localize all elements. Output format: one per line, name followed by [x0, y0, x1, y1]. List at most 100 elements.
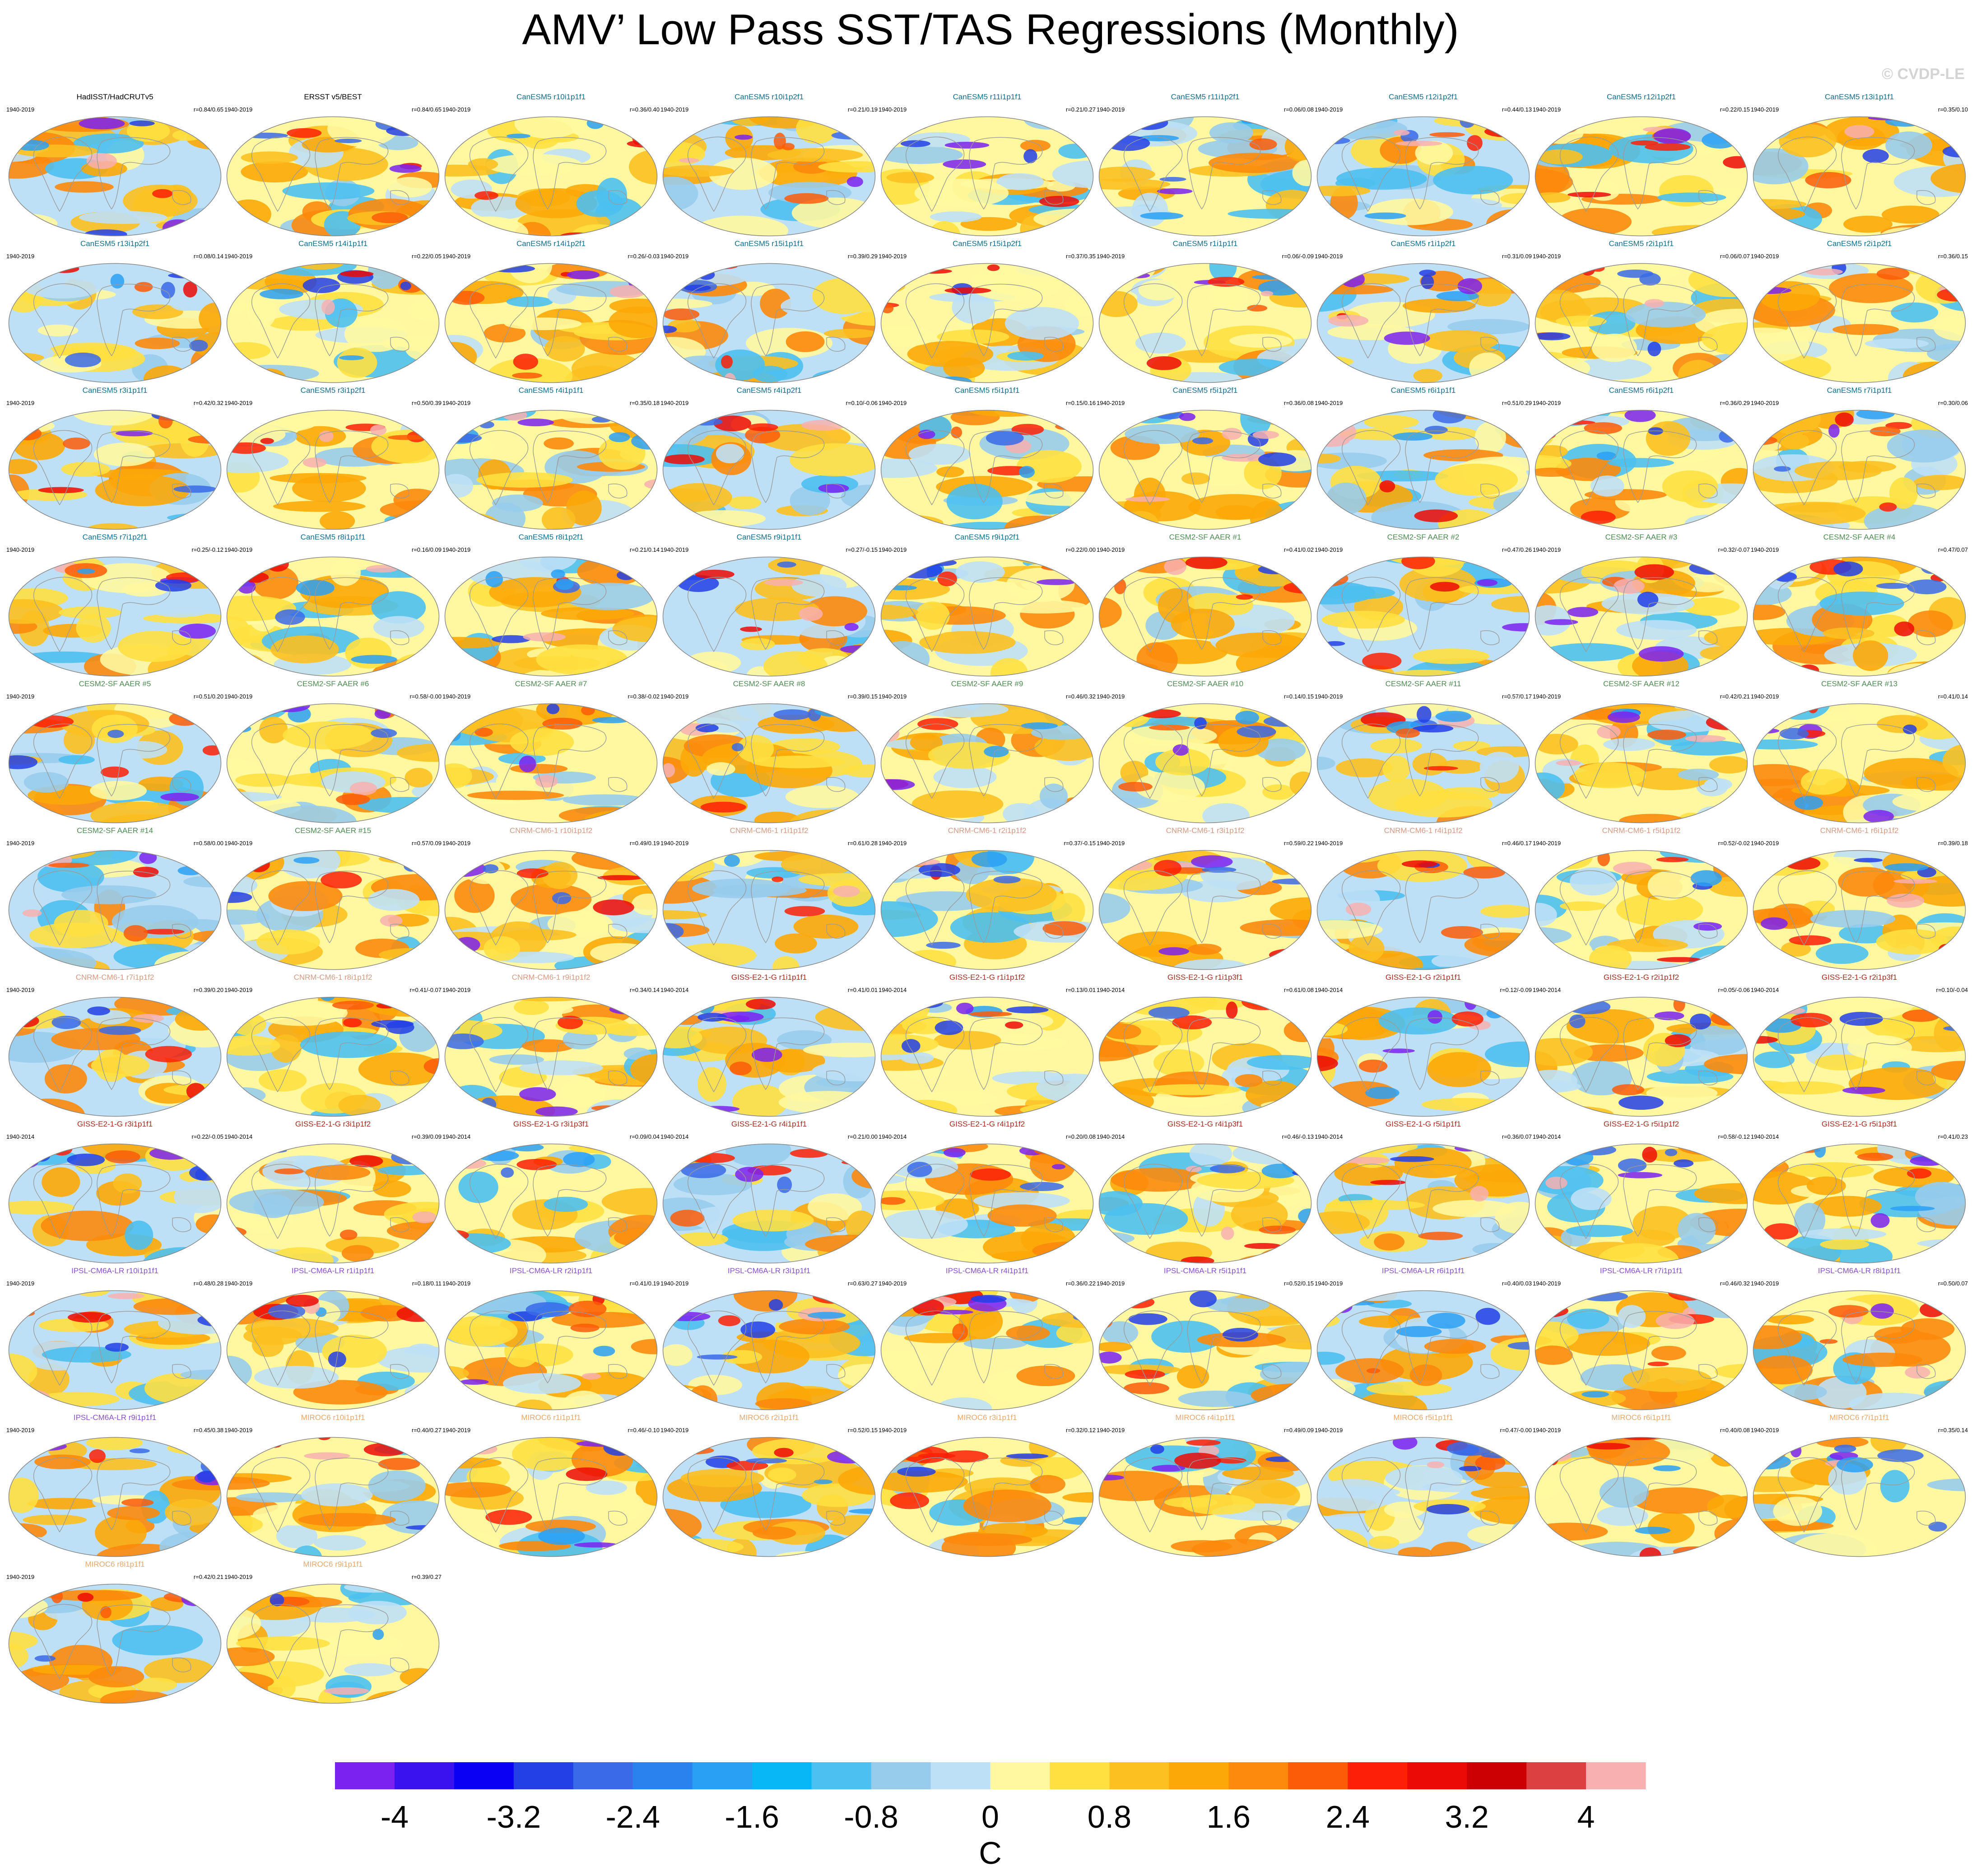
regression-map — [8, 1583, 222, 1704]
map-panel: CanESM5 r5i1p1f1 1940-2019 r=0.15/0.16 — [878, 386, 1097, 533]
panel-period: 1940-2019 — [6, 253, 35, 260]
panel-correlation: r=0.35/0.14 — [1938, 1427, 1968, 1434]
colorbar-swatch — [990, 1762, 1051, 1789]
map-panel: CanESM5 r8i1p2f1 1940-2019 r=0.21/0.14 — [442, 533, 660, 680]
panel-correlation: r=0.51/0.20 — [193, 693, 223, 700]
map-panel: MIROC6 r6i1p1f1 1940-2019 r=0.40/0.08 — [1532, 1413, 1751, 1560]
map-panel: CESM2-SF AAER #7 1940-2019 r=0.38/-0.02 — [442, 680, 660, 826]
regression-map — [662, 1143, 876, 1264]
panel-correlation: r=0.46/0.17 — [1502, 840, 1532, 847]
map-panel: MIROC6 r1i1p1f1 1940-2019 r=0.46/-0.10 — [442, 1413, 660, 1560]
colorbar-tick-label: -4 — [381, 1799, 409, 1834]
regression-map — [662, 850, 876, 970]
map-panel: CNRM-CM6-1 r7i1p1f2 1940-2019 r=0.39/0.20 — [5, 973, 224, 1120]
panel-period: 1940-2019 — [879, 253, 907, 260]
panel-correlation: r=0.37/0.35 — [1065, 253, 1096, 260]
panel-title: CanESM5 r10i1p1f1 — [516, 93, 586, 101]
colorbar-tick-label: 1.6 — [1207, 1799, 1251, 1834]
panel-title: HadISST/HadCRUTv5 — [76, 93, 153, 101]
colorbar-swatch — [454, 1762, 514, 1789]
panel-period: 1940-2019 — [1751, 1280, 1779, 1287]
colorbar-tick-label: -0.8 — [844, 1799, 898, 1834]
panel-period: 1940-2019 — [660, 400, 689, 406]
panel-grid: HadISST/HadCRUTv5 1940-2019 r=0.84/0.65 ERS… — [5, 93, 1969, 1704]
map-panel: HadISST/HadCRUTv5 1940-2019 r=0.84/0.65 — [5, 93, 224, 239]
colorbar-tick-label: 0.8 — [1088, 1799, 1131, 1834]
panel-period: 1940-2019 — [1097, 1427, 1125, 1434]
map-panel: CanESM5 r3i1p1f1 1940-2019 r=0.42/0.32 — [5, 386, 224, 533]
regression-map — [1535, 1143, 1748, 1264]
regression-map — [226, 410, 440, 530]
regression-map — [662, 1290, 876, 1410]
panel-title: CNRM-CM6-1 r1i1p1f2 — [730, 826, 809, 835]
panel-period: 1940-2019 — [224, 546, 253, 553]
panel-title: CanESM5 r12i1p2f1 — [1606, 93, 1676, 101]
panel-title: IPSL-CM6A-LR r9i1p1f1 — [73, 1413, 157, 1422]
panel-period: 1940-2019 — [6, 693, 35, 700]
panel-correlation: r=0.52/0.15 — [847, 1427, 878, 1434]
panel-correlation: r=0.22/0.15 — [1720, 106, 1750, 113]
panel-period: 1940-2019 — [442, 1427, 471, 1434]
map-panel: CanESM5 r13i1p2f1 1940-2019 r=0.08/0.14 — [5, 239, 224, 386]
panel-title: CanESM5 r2i1p1f1 — [1609, 239, 1674, 248]
panel-correlation: r=0.39/0.18 — [1938, 840, 1968, 847]
panel-period: 1940-2019 — [224, 693, 253, 700]
colorbar-tick-label: -3.2 — [487, 1799, 541, 1834]
panel-correlation: r=0.12/-0.09 — [1500, 987, 1532, 993]
panel-correlation: r=0.25/-0.12 — [191, 546, 223, 553]
panel-correlation: r=0.48/0.28 — [193, 1280, 223, 1287]
panel-title: CNRM-CM6-1 r6i1p1f2 — [1820, 826, 1899, 835]
panel-correlation: r=0.10/-0.06 — [846, 400, 878, 406]
regression-map — [226, 116, 440, 237]
panel-correlation: r=0.42/0.21 — [1720, 693, 1750, 700]
panel-title: IPSL-CM6A-LR r6i1p1f1 — [1381, 1266, 1465, 1275]
panel-period: 1940-2014 — [660, 987, 689, 993]
panel-period: 1940-2019 — [1097, 253, 1125, 260]
colorbar-swatch — [1288, 1762, 1348, 1789]
panel-period: 1940-2019 — [1315, 253, 1343, 260]
regression-map — [1316, 850, 1530, 970]
panel-title: GISS-E2-1-G r1i1p1f1 — [731, 973, 807, 982]
panel-correlation: r=0.15/0.16 — [1065, 400, 1096, 406]
map-panel: GISS-E2-1-G r5i1p1f2 1940-2014 r=0.58/-0.1… — [1532, 1120, 1751, 1266]
panel-title: CanESM5 r1i1p1f1 — [1172, 239, 1238, 248]
panel-title: IPSL-CM6A-LR r7i1p1f1 — [1600, 1266, 1683, 1275]
panel-title: CESM2-SF AAER #5 — [79, 680, 151, 688]
panel-correlation: r=0.84/0.65 — [193, 106, 223, 113]
map-panel: CESM2-SF AAER #11 1940-2019 r=0.57/0.17 — [1314, 680, 1533, 826]
panel-period: 1940-2014 — [224, 1133, 253, 1140]
map-panel: CanESM5 r1i1p1f1 1940-2019 r=0.06/-0.09 — [1096, 239, 1315, 386]
colorbar-swatch — [1169, 1762, 1229, 1789]
regression-map — [662, 116, 876, 237]
regression-map — [226, 1437, 440, 1557]
panel-title: GISS-E2-1-G r3i1p1f1 — [77, 1120, 153, 1128]
panel-title: CanESM5 r7i1p1f1 — [1827, 386, 1892, 395]
panel-period: 1940-2019 — [6, 1573, 35, 1580]
colorbar-swatch — [1348, 1762, 1408, 1789]
regression-map — [1535, 850, 1748, 970]
panel-correlation: r=0.26/-0.03 — [628, 253, 660, 260]
map-panel: CESM2-SF AAER #9 1940-2019 r=0.46/0.32 — [878, 680, 1097, 826]
regression-map — [880, 850, 1094, 970]
map-panel: MIROC6 r3i1p1f1 1940-2019 r=0.32/0.12 — [878, 1413, 1097, 1560]
panel-correlation: r=0.36/0.07 — [1502, 1133, 1532, 1140]
panel-correlation: r=0.41/0.02 — [1283, 546, 1314, 553]
panel-correlation: r=0.36/0.29 — [1720, 400, 1750, 406]
panel-period: 1940-2014 — [1097, 1133, 1125, 1140]
regression-map — [8, 703, 222, 824]
panel-correlation: r=0.58/-0.00 — [409, 693, 442, 700]
panel-correlation: r=0.61/0.28 — [847, 840, 878, 847]
regression-map — [444, 410, 658, 530]
panel-title: MIROC6 r3i1p1f1 — [957, 1413, 1017, 1422]
panel-title: IPSL-CM6A-LR r10i1p1f1 — [71, 1266, 158, 1275]
regression-map — [226, 1290, 440, 1410]
panel-correlation: r=0.31/0.09 — [1502, 253, 1532, 260]
regression-map — [1098, 410, 1312, 530]
map-panel: CanESM5 r12i1p2f1 1940-2019 r=0.22/0.15 — [1532, 93, 1751, 239]
panel-title: MIROC6 r10i1p1f1 — [301, 1413, 365, 1422]
map-panel: GISS-E2-1-G r2i1p3f1 1940-2014 r=0.10/-0.0… — [1750, 973, 1969, 1120]
panel-correlation: r=0.52/-0.02 — [1718, 840, 1750, 847]
regression-map — [444, 263, 658, 383]
map-panel: CanESM5 r12i1p2f1 1940-2019 r=0.44/0.13 — [1314, 93, 1533, 239]
panel-period: 1940-2019 — [1751, 106, 1779, 113]
